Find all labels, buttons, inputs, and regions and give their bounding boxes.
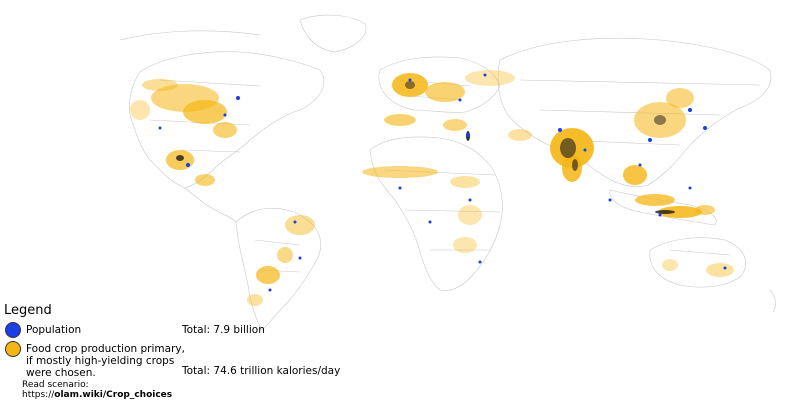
- country-borders: [119, 14, 776, 331]
- population-label: Population: [26, 324, 82, 336]
- scenario-url-plain: https://: [22, 390, 55, 400]
- legend: Legend Population Total: 7.9 billion Foo…: [4, 303, 364, 400]
- population-swatch: [5, 322, 21, 338]
- scenario-prefix: Read scenario:: [22, 380, 89, 390]
- population-total: Total: 7.9 billion: [182, 324, 265, 336]
- population-points: [158, 73, 727, 292]
- food-crop-swatch: [5, 341, 21, 357]
- food-crop-production: [130, 70, 734, 306]
- legend-title: Legend: [4, 303, 52, 318]
- food-crop-total: Total: 74.6 trillion kalories/day: [182, 365, 341, 377]
- high-overlap-areas: [176, 81, 675, 214]
- scenario-link[interactable]: Read scenario: https://olam.wiki/Crop_ch…: [22, 380, 172, 400]
- scenario-url-bold[interactable]: olam.wiki/Crop_choices: [54, 390, 173, 400]
- food-crop-label: Food crop production primary, if mostly …: [26, 343, 185, 379]
